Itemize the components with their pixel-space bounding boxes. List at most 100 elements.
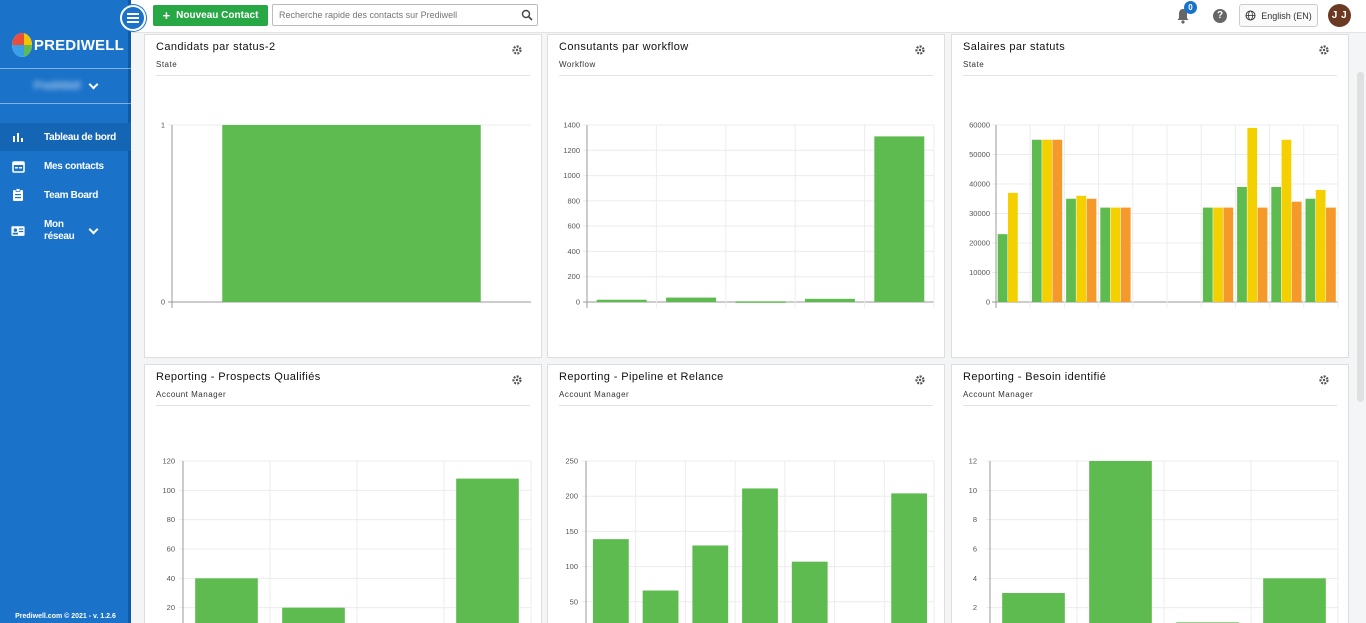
y-tick-label: 800 (567, 196, 580, 205)
chart-bar (1326, 207, 1336, 302)
y-tick-label: 40000 (969, 180, 990, 189)
chart-bar (456, 478, 519, 623)
chart-bar (1031, 139, 1042, 302)
y-tick-label: 1 (161, 121, 165, 130)
sidebar-item-network[interactable]: Mon réseau (0, 216, 131, 246)
y-tick-label: 50 (570, 597, 578, 606)
grouped-bar-chart: 0 10000 20000 30000 40000 50000 60000 (969, 121, 1339, 308)
chart-bar (1007, 192, 1018, 302)
chevron-down-icon (88, 79, 99, 89)
avatar[interactable]: J J (1328, 4, 1351, 27)
chart-bar (1263, 578, 1326, 623)
gear-icon[interactable] (1318, 374, 1330, 386)
card-title: Reporting - Pipeline et Relance (559, 371, 724, 383)
sidebar-divider (0, 103, 131, 104)
chart-bar (592, 539, 629, 623)
chart-bar (891, 493, 928, 623)
y-tick-label: 10 (969, 486, 977, 495)
chart-bar (804, 298, 855, 302)
language-selector[interactable]: English (EN) (1239, 4, 1318, 27)
card-subtitle: State (156, 60, 178, 69)
y-tick-label: 1000 (563, 171, 580, 180)
logo-text: PREDIWELL (33, 36, 124, 54)
card-subtitle: Account Manager (963, 390, 1034, 399)
chart-bar (1086, 198, 1097, 302)
chart-bar (1305, 198, 1316, 302)
y-tick-label: 50000 (969, 150, 990, 159)
y-tick-label: 10000 (969, 268, 990, 277)
chart-bar (1076, 195, 1087, 302)
sidebar-item-team-board[interactable]: Team Board (0, 181, 131, 209)
bar-chart: 50 100 150 200 250 (565, 457, 935, 623)
globe-icon (1245, 10, 1256, 21)
card-title: Candidats par status-2 (156, 41, 276, 53)
logo[interactable]: PREDIWELL (12, 30, 124, 60)
chart-bar (1237, 186, 1247, 302)
chart-card-besoin: Reporting - Besoin identifié Account Man… (951, 364, 1349, 623)
clipboard-icon (11, 188, 25, 202)
chart-bar (1089, 461, 1152, 623)
y-tick-label: 0 (576, 298, 580, 307)
footer-copyright: Prediwell.com © 2021 - v. 1.2.6 (15, 613, 116, 620)
chart-bar (874, 136, 925, 302)
gear-icon[interactable] (1318, 44, 1330, 56)
y-tick-label: 8 (973, 515, 977, 524)
y-tick-label: 80 (167, 515, 175, 524)
y-tick-label: 60000 (969, 121, 990, 130)
chart-bar (1315, 189, 1326, 302)
y-tick-label: 100 (162, 486, 175, 495)
sidebar-item-label: Mes contacts (44, 160, 104, 172)
sidebar-item-dashboard[interactable]: Tableau de bord (0, 123, 131, 151)
language-label: English (EN) (1261, 10, 1312, 21)
y-tick-label: 200 (565, 492, 578, 501)
search-input[interactable] (273, 5, 513, 25)
chart-bar (692, 545, 729, 623)
notification-badge: 0 (1184, 1, 1197, 14)
bar-chart: 0 200 400 600 800 1000 1200 1400 (563, 121, 935, 308)
card-title: Reporting - Prospects Qualifiés (156, 371, 321, 383)
y-tick-label: 1400 (563, 121, 580, 130)
scrollbar[interactable] (1357, 72, 1364, 402)
plus-icon: + (162, 7, 171, 23)
sidebar-item-label: Mon réseau (44, 219, 75, 242)
gear-icon[interactable] (914, 374, 926, 386)
y-tick-label: 600 (567, 222, 580, 231)
chart-bar (1271, 186, 1282, 302)
chart-card-consultants: Consutants par workflow Workflow 0 200 400… (547, 34, 945, 358)
chart-bar (666, 297, 717, 302)
chart-bar (596, 299, 647, 302)
sidebar-item-label: Tableau de bord (44, 131, 116, 143)
chart-bar (1100, 207, 1111, 302)
card-subtitle: Account Manager (559, 390, 630, 399)
y-tick-label: 20000 (969, 239, 990, 248)
search-icon[interactable] (521, 9, 533, 21)
y-tick-label: 1200 (563, 146, 580, 155)
chart-bar (1110, 207, 1121, 302)
chart-card-salaires: Salaires par statuts State 0 10000 20000 30… (951, 34, 1349, 358)
y-tick-label: 200 (567, 272, 580, 281)
y-tick-label: 4 (973, 574, 977, 583)
help-icon[interactable]: ? (1213, 9, 1227, 23)
sidebar-item-contacts[interactable]: Mes contacts (0, 152, 131, 180)
gear-icon[interactable] (914, 44, 926, 56)
chart-bar (1120, 207, 1131, 302)
new-contact-button[interactable]: + Nouveau Contact (153, 5, 268, 26)
bar-chart: 2 4 6 8 10 12 (969, 457, 1339, 623)
y-tick-label: 0 (986, 298, 990, 307)
user-selector[interactable]: PrediWell (0, 70, 131, 102)
y-tick-label: 100 (565, 562, 578, 571)
menu-toggle-button[interactable] (120, 5, 146, 31)
y-tick-label: 6 (973, 545, 977, 554)
card-subtitle: State (963, 60, 985, 69)
y-tick-label: 250 (565, 457, 578, 466)
gear-icon[interactable] (511, 44, 523, 56)
search-box (272, 4, 538, 26)
gear-icon[interactable] (511, 374, 523, 386)
chart-bar (1281, 139, 1292, 302)
card-subtitle: Account Manager (156, 390, 227, 399)
chart-bar (742, 488, 778, 623)
y-tick-label: 60 (167, 545, 175, 554)
chart-bar (195, 578, 258, 623)
user-name: PrediWell (33, 80, 81, 92)
chart-card-prospects: Reporting - Prospects Qualifiés Account … (144, 364, 542, 623)
